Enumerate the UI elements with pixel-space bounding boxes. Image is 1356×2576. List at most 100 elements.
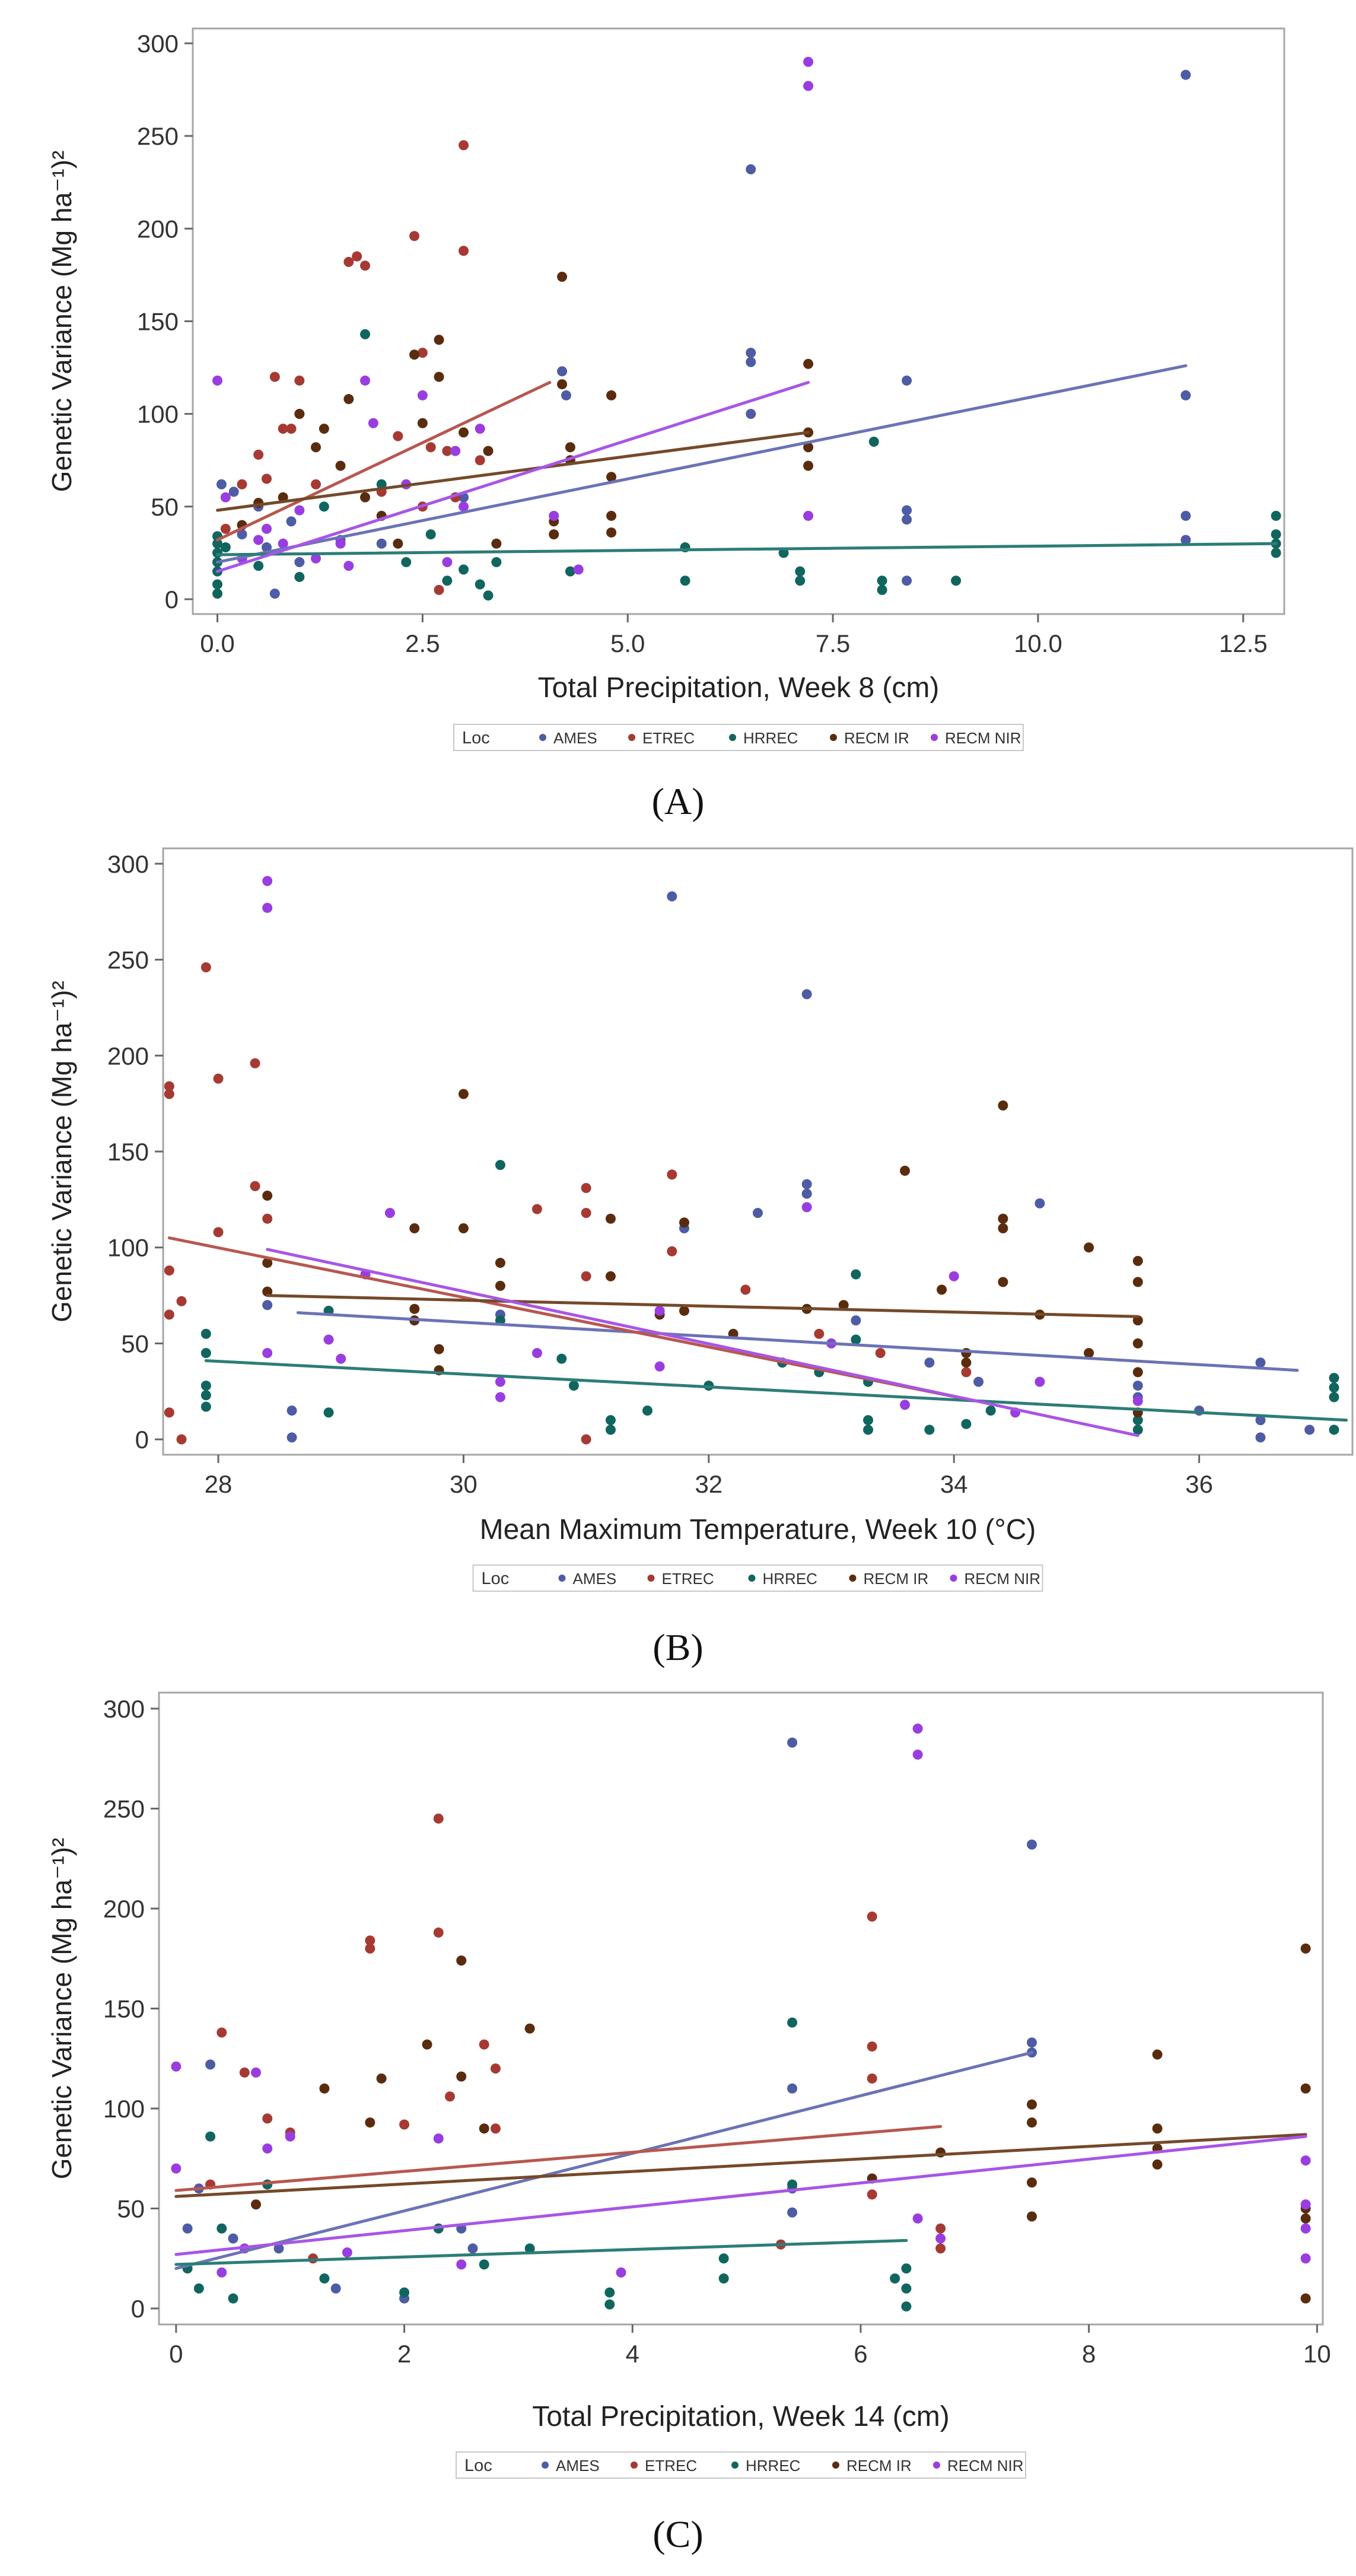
panel-b-point-hrrec [605,1424,616,1435]
panel-a-point-recm-ir [549,529,559,540]
panel-c-x-axis-label: Total Precipitation, Week 14 (cm) [532,2401,949,2432]
panel-c-series-recm-ir [251,1943,1311,2304]
panel-c-legend-entry-recm-nir: RECM NIR [947,2457,1024,2475]
panel-c: 0 50 100 150 200 250 300 0 2 4 6 8 10 Total Precipita… [46,1691,1331,2555]
panel-b-point-ames [1304,1424,1315,1435]
panel-c-point-recm-ir [1152,2159,1163,2170]
panel-c-legend-marker-ames [542,2461,549,2469]
panel-a-point-recm-ir [360,492,371,503]
panel-b-point-etrec [176,1434,187,1445]
panel-a-point-recm-ir [343,394,354,405]
panel-a-point-ames [902,375,912,386]
panel-b-point-etrec [213,1227,224,1238]
panel-c-y-tick-label: 0 [131,2295,145,2323]
panel-a-x-tick-label: 7.5 [816,629,850,657]
panel-c-point-etrec [935,2243,946,2254]
panel-c-point-hrrec [718,2253,729,2264]
panel-c-point-hrrec [901,2263,912,2274]
panel-c-point-hrrec [228,2293,238,2304]
panel-a-legend-marker-ames [539,734,546,741]
panel-c-point-recm-ir [1300,1943,1311,1954]
panel-a-point-hrrec [475,579,485,590]
panel-c-point-hrrec [901,2301,912,2312]
panel-c-point-etrec [399,2119,410,2130]
panel-a-point-etrec [311,479,322,489]
panel-c-point-recm-nir [1300,2253,1311,2264]
panel-a-point-ames [557,366,568,377]
panel-c-point-recm-nir [1300,2223,1311,2234]
panel-a-legend-marker-recm-nir [931,734,938,741]
panel-a-y-tick-label: 250 [137,122,179,150]
panel-b-point-etrec [164,1081,174,1092]
panel-c-point-hrrec [479,2259,489,2270]
panel-a-point-recm-nir [573,564,584,575]
panel-b-y-tick-label: 150 [107,1138,149,1166]
panel-b-point-recm-nir [336,1353,346,1364]
panel-c-point-recm-nir [1300,2155,1311,2166]
panel-c-point-etrec [433,1927,444,1938]
panel-b-point-recm-ir [900,1165,911,1176]
panel-c-point-recm-ir [456,1955,467,1966]
panel-a-point-recm-ir [294,409,305,419]
panel-b-point-hrrec [1329,1373,1339,1384]
panel-a-point-recm-nir [368,418,378,428]
panel-c-point-recm-ir [524,2023,535,2034]
panel-b-point-etrec [961,1367,972,1378]
panel-b-point-etrec [814,1328,825,1339]
panel-a-x-tick-label: 2.5 [405,629,440,657]
panel-c-point-recm-ir [1300,2293,1311,2304]
panel-a-point-etrec [425,442,436,453]
panel-a-point-hrrec [951,575,962,586]
panel-c-y-tick-label: 50 [117,2195,145,2223]
panel-b-point-etrec [164,1265,174,1276]
panel-a-point-hrrec [1271,548,1281,558]
panel-a-point-ames [228,486,239,497]
panel-c-point-etrec [490,2123,501,2134]
panel-b-point-ames [1255,1432,1266,1443]
panel-b-point-recm-ir [409,1223,420,1233]
panel-b-point-etrec [740,1284,751,1295]
panel-a-point-hrrec [1271,529,1281,540]
panel-b-point-ames [287,1432,297,1443]
panel-a-point-ames [286,516,297,527]
panel-a-point-hrrec [1271,510,1281,521]
panel-a-point-recm-nir [220,492,231,503]
panel-a-x-tick-label: 10.0 [1014,629,1062,657]
panel-c-point-hrrec [399,2287,410,2298]
panel-a-point-recm-ir [393,538,403,549]
panel-c-point-recm-nir [912,1723,923,1734]
panel-a-point-recm-nir [360,375,371,386]
panel-a-point-hrrec [319,501,329,512]
panel-a-point-hrrec [680,575,690,586]
panel-a-point-hrrec [442,575,453,586]
panel-c-legend-marker-recm-nir [933,2461,940,2469]
panel-a-point-etrec [434,584,444,595]
panel-b-point-recm-nir [1132,1395,1143,1406]
panel-a-point-ames [746,348,756,358]
panel-a-point-hrrec [253,561,264,571]
panel-a-point-etrec [262,473,272,484]
panel-a-point-recm-ir [311,442,322,453]
panel-b-point-recm-ir [605,1271,616,1281]
panel-c-legend-title: Loc [464,2456,492,2475]
panel-a-point-hrrec [565,566,575,577]
panel-b-point-etrec [262,1213,273,1224]
panel-c-point-etrec [445,2091,455,2102]
panel-b-point-recm-ir [458,1223,469,1233]
panel-a-y-tick-label: 100 [137,400,179,428]
panel-b-point-hrrec [556,1353,567,1364]
panel-c-legend-entry-etrec: ETREC [645,2457,697,2475]
panel-c-point-etrec [867,2041,877,2052]
panel-b-x-tick-label: 30 [450,1470,478,1498]
panel-b-point-etrec [581,1207,591,1218]
panel-b-point-ames [1132,1381,1143,1391]
panel-b-y-tick-label: 200 [107,1042,149,1070]
panel-b-point-etrec [200,962,211,973]
panel-c-point-etrec [433,1813,444,1824]
panel-b-point-recm-nir [531,1348,542,1359]
panel-b-point-hrrec [1329,1382,1339,1393]
panel-a-point-etrec [409,231,420,241]
panel-c-x-tick-label: 6 [854,2340,867,2368]
panel-a-point-hrrec [425,529,436,540]
panel-b-point-recm-ir [434,1344,444,1354]
